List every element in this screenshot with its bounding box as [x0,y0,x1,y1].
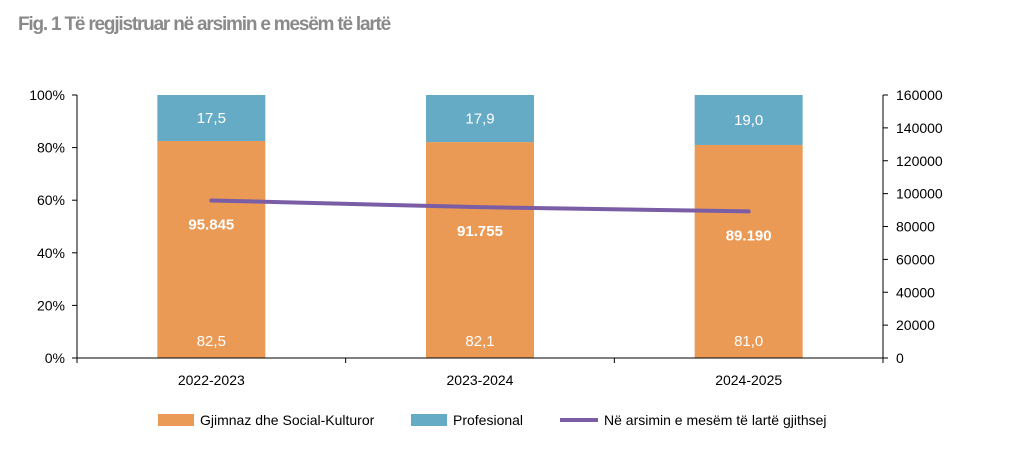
data-label-gjimnaz: 82,5 [197,333,226,350]
y-right-tick-label: 100000 [896,186,943,202]
x-tick-label: 2023-2024 [447,372,514,388]
bar-profesional-0 [157,95,266,142]
bar-gjimnaz-2 [694,144,803,358]
x-tick-label: 2022-2023 [178,372,245,388]
y-right-tick-label: 120000 [896,153,943,169]
y-right-tick-label: 160000 [896,87,943,103]
y-right-tick-label: 0 [896,350,904,366]
y-left-tick-label: 100% [29,87,65,103]
data-label-profesional: 17,5 [197,110,226,127]
y-left-tick-label: 60% [37,192,65,208]
y-left-tick-label: 0% [45,350,65,366]
y-left-tick-label: 80% [37,140,65,156]
chart-title: Fig. 1 Të regjistruar në arsimin e mesëm… [18,14,391,35]
data-label-profesional: 19,0 [734,112,763,129]
y-right-tick-label: 60000 [896,251,935,267]
y-right-tick-label: 80000 [896,219,935,235]
legend-gjimnaz-swatch [158,414,194,426]
legend-profesional-label: Profesional [453,412,523,428]
legend-profesional-swatch [411,414,447,426]
y-left-tick-label: 40% [37,245,65,261]
bar-gjimnaz-0 [157,141,266,358]
y-right-tick-label: 40000 [896,284,935,300]
data-label-total: 91.755 [457,223,503,240]
bar-profesional-2 [694,95,803,145]
data-label-gjimnaz: 81,0 [734,333,763,350]
series-line-total [209,198,751,214]
y-left-tick-label: 20% [37,297,65,313]
legend-total-label: Në arsimin e mesëm të lartë gjithsej [604,412,827,428]
legend-gjimnaz-label: Gjimnaz dhe Social-Kulturor [200,412,375,428]
data-label-total: 95.845 [188,216,234,233]
x-tick-label: 2024-2025 [715,372,782,388]
bar-profesional-1 [426,95,534,143]
data-label-gjimnaz: 82,1 [465,333,494,350]
data-label-total: 89.190 [726,227,772,244]
data-label-profesional: 17,9 [465,111,494,128]
y-right-tick-label: 20000 [896,317,935,333]
y-right-tick-label: 140000 [896,120,943,136]
bar-gjimnaz-1 [426,142,534,358]
